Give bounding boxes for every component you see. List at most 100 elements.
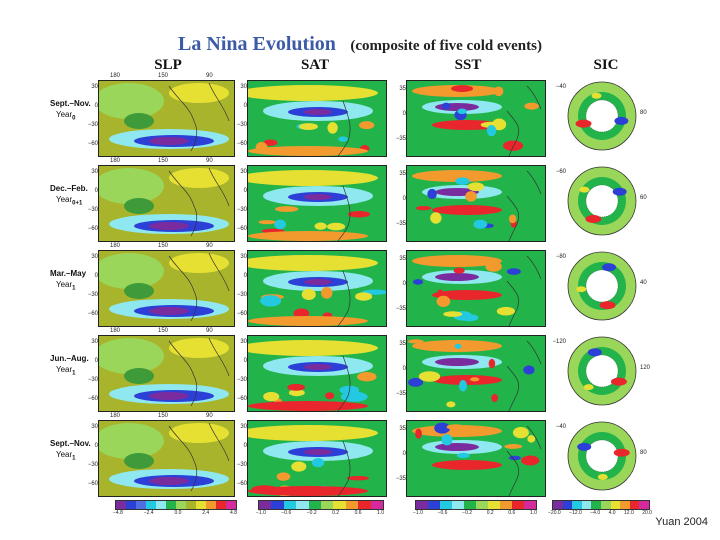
sat-cold-core [304, 109, 332, 115]
sat-anomaly-patch [327, 122, 338, 134]
sst-lat-tick: 35 [399, 426, 406, 432]
slp-lon-tick: 150 [158, 413, 169, 419]
row-year-label: Year [56, 195, 73, 204]
sst-cold-tongue [435, 358, 479, 366]
antarctica [585, 184, 619, 218]
slp-low-center [149, 222, 189, 230]
sat-map-4 [247, 420, 387, 497]
slp-lon-tick: 180 [110, 328, 121, 334]
sat-lat-tick: −60 [236, 141, 247, 147]
sat-lat-tick: 30 [240, 339, 247, 345]
sat-southern-band [248, 316, 368, 326]
coastline [526, 340, 542, 365]
sic-minor-anomaly [579, 186, 590, 193]
sst-anomaly-patch [455, 177, 470, 185]
sst-anomaly-patch [453, 267, 465, 274]
sat-anomaly-patch [260, 295, 282, 307]
credit: Yuan 2004 [655, 516, 708, 528]
row-year: Year1 [56, 449, 91, 465]
sst-lat-tick: −35 [395, 306, 406, 312]
slp-green-anomaly [124, 368, 154, 384]
sst-lat-tick: −35 [395, 476, 406, 482]
colorbar-tick-label: −0.6 [281, 510, 292, 516]
sat-anomaly-patch [276, 472, 291, 481]
coastline [208, 167, 230, 207]
sst-anomaly-patch [485, 261, 502, 272]
sst-anomaly-patch [415, 428, 422, 439]
slp-lat-tick: 0 [94, 273, 98, 279]
row-year: Year0+1 [56, 194, 88, 210]
colorbar-swatch [591, 501, 601, 509]
row-year-sub: 1 [72, 285, 76, 292]
colorbar-swatch [186, 501, 196, 509]
sic-negative-anomaly [612, 187, 627, 196]
sst-anomaly-patch [412, 279, 424, 285]
sat-anomaly-patch [321, 287, 333, 299]
coastline [168, 85, 198, 152]
sst-map-2 [406, 250, 546, 327]
sat-anomaly-patch [347, 210, 370, 218]
colorbar-swatch [296, 501, 309, 509]
row-season: Dec.–Feb. [50, 184, 88, 193]
colorbar-slp [115, 500, 237, 510]
colorbar-swatch [610, 501, 621, 509]
sic-map-0 [566, 80, 638, 152]
colorbar-swatch [116, 501, 126, 509]
colorbar-swatch [146, 501, 156, 509]
row-year-label: Year [56, 450, 73, 459]
sat-cold-core [304, 279, 332, 285]
colorbar-sic [552, 500, 650, 510]
colorbar-sat [258, 500, 384, 510]
colorbar-swatch [512, 501, 524, 509]
slp-lon-tick: 150 [158, 328, 169, 334]
sat-lat-tick: −30 [236, 122, 247, 128]
sst-anomaly-patch [434, 422, 451, 434]
coastline [208, 252, 230, 292]
slp-green-anomaly [124, 113, 154, 129]
sat-anomaly-patch [301, 288, 316, 301]
row-season: Sept.–Nov. [50, 439, 91, 448]
sst-lat-tick: −35 [395, 391, 406, 397]
sst-anomaly-patch [508, 455, 521, 461]
coastline [526, 425, 542, 450]
antarctica [585, 99, 619, 133]
sst-anomaly-patch [441, 434, 453, 446]
colorbar-swatch [271, 501, 284, 509]
sat-anomaly-patch [314, 222, 327, 230]
sat-warm-band [248, 170, 378, 186]
sic-left-tick: −60 [555, 169, 566, 175]
colorbar-tick-label: 20.0 [642, 510, 652, 516]
colorbar-tick-label: −0.2 [462, 510, 473, 516]
coastline [208, 337, 230, 377]
colorbar-swatch [156, 501, 166, 509]
sat-warm-band [248, 425, 378, 441]
sat-anomaly-patch [293, 308, 310, 319]
row-year: Year1 [56, 364, 89, 380]
colorbar-sst-ticks: −1.0 −0.6 −0.2 0.2 0.6 1.0 [413, 510, 537, 516]
sat-cold-core [304, 364, 332, 370]
sic-minor-anomaly [597, 473, 608, 480]
sst-lat-tick: 0 [402, 366, 406, 372]
antarctica [585, 354, 619, 388]
sat-map-1 [247, 165, 387, 242]
colorbar-tick-label: 12.0 [624, 510, 634, 516]
colorbar-swatch [572, 501, 582, 509]
sst-anomaly-patch [504, 444, 523, 449]
sic-left-tick: −80 [555, 254, 566, 260]
slp-positive-region [169, 253, 229, 273]
sat-map-2 [247, 250, 387, 327]
sat-lat-tick: −30 [236, 207, 247, 213]
row-year-sub: 0 [72, 115, 76, 122]
sst-warm-patch [432, 375, 502, 385]
colorbar-swatch [553, 501, 563, 509]
sst-warm-north [412, 170, 502, 182]
colorbar-swatch [524, 501, 536, 509]
sat-southern-band [248, 401, 368, 411]
sst-anomaly-patch [527, 435, 536, 443]
sst-anomaly-patch [503, 140, 524, 151]
sst-anomaly-patch [437, 289, 444, 298]
sat-warm-band [248, 255, 378, 271]
colorbar-swatch [345, 501, 359, 509]
slp-lat-tick: −30 [87, 207, 98, 213]
sst-anomaly-patch [436, 295, 451, 308]
